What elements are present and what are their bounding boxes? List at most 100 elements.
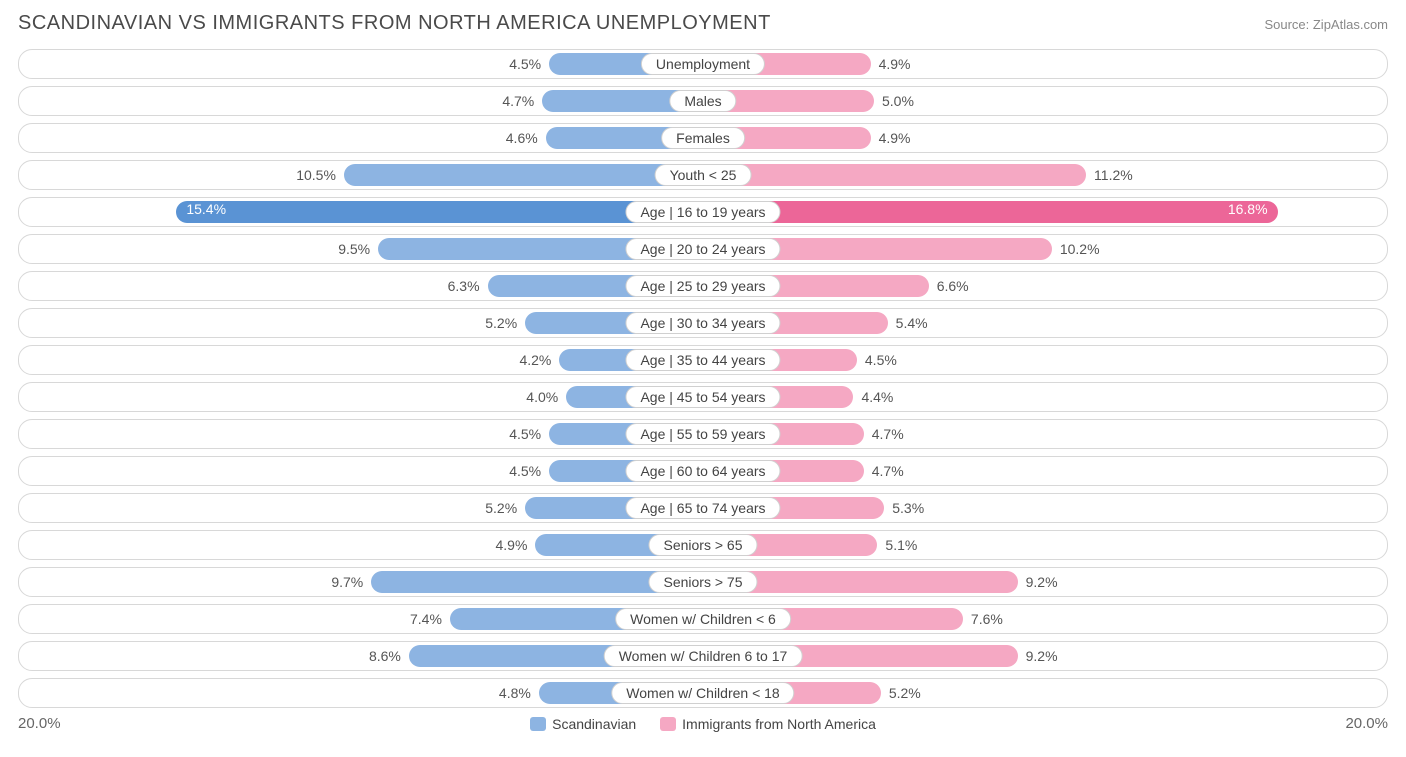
bar-half-left: 4.7% [19,87,703,115]
category-label: Women w/ Children < 6 [615,608,791,630]
value-left: 4.9% [496,537,528,553]
bar-half-right: 11.2% [703,161,1387,189]
category-label: Age | 60 to 64 years [625,460,780,482]
value-right: 5.0% [882,93,914,109]
value-right: 4.9% [879,130,911,146]
bar-half-right: 5.3% [703,494,1387,522]
value-right: 4.7% [872,426,904,442]
value-left: 4.8% [499,685,531,701]
value-left: 4.7% [502,93,534,109]
category-label: Women w/ Children < 18 [611,682,794,704]
category-label: Age | 45 to 54 years [625,386,780,408]
bar-right: 16.8% [703,201,1278,223]
chart-row: 10.5% 11.2%Youth < 25 [18,160,1388,190]
value-right: 10.2% [1060,241,1100,257]
chart-row: 9.7% 9.2%Seniors > 75 [18,567,1388,597]
bar-half-left: 5.2% [19,494,703,522]
bar-half-right: 4.7% [703,420,1387,448]
bar-half-left: 10.5% [19,161,703,189]
value-right: 5.3% [892,500,924,516]
category-label: Age | 16 to 19 years [625,201,780,223]
bar-half-right: 4.7% [703,457,1387,485]
value-left: 15.4% [186,201,226,217]
category-label: Age | 20 to 24 years [625,238,780,260]
bar-half-right: 5.4% [703,309,1387,337]
chart-row: 4.2%4.5%Age | 35 to 44 years [18,345,1388,375]
bar-half-left: 15.4% [19,198,703,226]
category-label: Seniors > 65 [649,534,758,556]
legend-item-right: Immigrants from North America [660,716,876,732]
value-right: 5.1% [885,537,917,553]
value-left: 10.5% [296,167,336,183]
bar-half-right: 9.2% [703,642,1387,670]
bar-half-right: 9.2% [703,568,1387,596]
category-label: Age | 30 to 34 years [625,312,780,334]
value-right: 4.9% [879,56,911,72]
chart-footer: 20.0% Scandinavian Immigrants from North… [18,715,1388,732]
category-label: Age | 35 to 44 years [625,349,780,371]
legend: Scandinavian Immigrants from North Ameri… [530,716,876,732]
chart-row: 4.6% 4.9% Females [18,123,1388,153]
bar-half-left: 4.0% [19,383,703,411]
value-right: 5.4% [896,315,928,331]
value-right: 4.7% [872,463,904,479]
bar-half-left: 8.6% [19,642,703,670]
butterfly-chart: 4.5% 4.9% Unemployment 4.7% 5.0% Males 4.6% 4.9… [18,49,1388,708]
bar-half-left: 5.2% [19,309,703,337]
bar-half-left: 7.4% [19,605,703,633]
bar-half-right: 16.8% [703,198,1387,226]
chart-row: 15.4% 16.8%Age | 16 to 19 years [18,197,1388,227]
category-label: Youth < 25 [655,164,752,186]
bar-half-right: 4.4% [703,383,1387,411]
bar-half-left: 4.2% [19,346,703,374]
value-left: 7.4% [410,611,442,627]
chart-row: 4.8% 5.2% Women w/ Children < 18 [18,678,1388,708]
legend-item-left: Scandinavian [530,716,636,732]
bar-half-left: 9.7% [19,568,703,596]
category-label: Unemployment [641,53,765,75]
value-left: 8.6% [369,648,401,664]
value-right: 6.6% [937,278,969,294]
value-left: 5.2% [485,500,517,516]
bar-half-right: 5.0% [703,87,1387,115]
value-left: 4.6% [506,130,538,146]
value-right: 5.2% [889,685,921,701]
chart-row: 4.5% 4.7% Age | 55 to 59 years [18,419,1388,449]
legend-swatch-icon [660,717,676,731]
bar-half-right: 5.2% [703,679,1387,707]
value-right: 4.4% [861,389,893,405]
value-left: 4.0% [526,389,558,405]
chart-source: Source: ZipAtlas.com [1264,17,1388,32]
bar-half-left: 4.9% [19,531,703,559]
category-label: Age | 25 to 29 years [625,275,780,297]
bar-half-left: 4.5% [19,420,703,448]
category-label: Females [661,127,745,149]
bar-half-right: 5.1% [703,531,1387,559]
bar-half-right: 4.9% [703,50,1387,78]
chart-row: 4.0% 4.4% Age | 45 to 54 years [18,382,1388,412]
category-label: Age | 65 to 74 years [625,497,780,519]
bar-half-left: 4.5% [19,457,703,485]
category-label: Males [669,90,736,112]
value-left: 5.2% [485,315,517,331]
chart-row: 7.4% 7.6% Women w/ Children < 6 [18,604,1388,634]
value-left: 4.5% [509,426,541,442]
value-right: 7.6% [971,611,1003,627]
bar-half-left: 6.3% [19,272,703,300]
chart-header: SCANDINAVIAN VS IMMIGRANTS FROM NORTH AM… [18,12,1388,35]
chart-row: 4.5% 4.7% Age | 60 to 64 years [18,456,1388,486]
category-label: Age | 55 to 59 years [625,423,780,445]
value-left: 4.5% [509,56,541,72]
value-left: 9.5% [338,241,370,257]
chart-row: 5.2% 5.3% Age | 65 to 74 years [18,493,1388,523]
chart-row: 8.6%9.2%Women w/ Children 6 to 17 [18,641,1388,671]
bar-half-right: 4.5% [703,346,1387,374]
category-label: Seniors > 75 [649,571,758,593]
bar-half-left: 4.6% [19,124,703,152]
value-left: 9.7% [331,574,363,590]
chart-row: 5.2% 5.4% Age | 30 to 34 years [18,308,1388,338]
bar-half-right: 4.9% [703,124,1387,152]
chart-row: 9.5% 10.2% Age | 20 to 24 years [18,234,1388,264]
bar-half-right: 10.2% [703,235,1387,263]
legend-label-left: Scandinavian [552,716,636,732]
